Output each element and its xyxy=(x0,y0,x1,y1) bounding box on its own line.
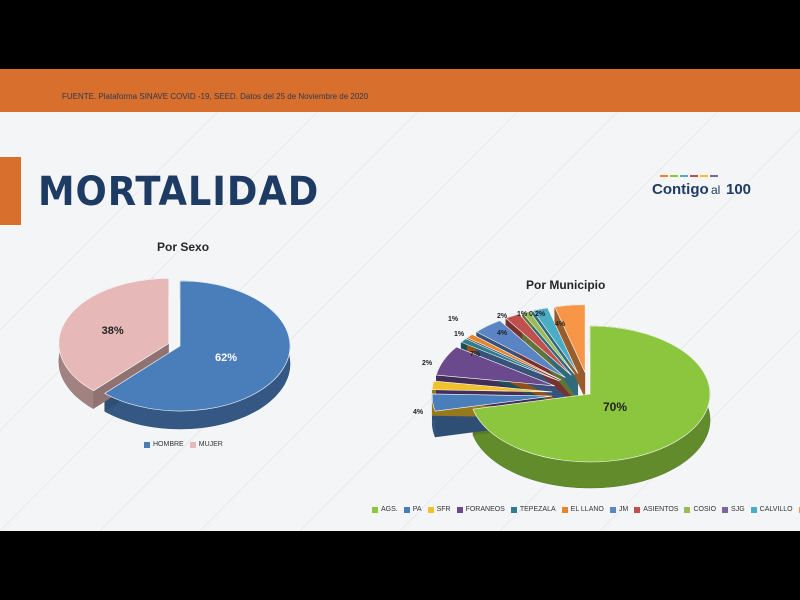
legend-item-cosio: COSIO xyxy=(684,506,716,513)
legend-item-asientos: ASIENTOS xyxy=(634,506,678,513)
title-accent xyxy=(0,157,21,225)
legend-item-hombre: HOMBRE xyxy=(144,441,184,448)
legend-label: CALVILLO xyxy=(759,506,793,513)
pie-0-slice-hombre xyxy=(104,280,291,412)
legend-swatch xyxy=(189,441,196,448)
pie-1-label-sfr: 2% xyxy=(422,360,433,367)
pie-1-label-sjg: 0 xyxy=(529,311,533,318)
chart-title-sexo: Por Sexo xyxy=(157,240,210,254)
pie-1-slice-el-llano xyxy=(466,333,562,381)
legend-item-pa: PA xyxy=(403,506,422,513)
legend-label: HOMBRE xyxy=(153,441,184,448)
pie-1-label-rr: 4% xyxy=(555,321,566,328)
legend-swatch xyxy=(609,506,616,513)
pie-0-label-mujer: 38% xyxy=(102,325,124,337)
legend-item-calvillo: CALVILLO xyxy=(750,506,793,513)
pie-1-label-cosio: 1% xyxy=(517,311,528,318)
legend-swatch xyxy=(798,506,800,513)
legend-item-rr: RR xyxy=(798,506,800,513)
pie-1-slice-rr xyxy=(554,304,586,373)
legend-swatch xyxy=(510,506,517,513)
pie-0 xyxy=(58,278,291,430)
legend-swatch xyxy=(427,506,434,513)
pie-1-slice-pa xyxy=(431,393,553,412)
pie-1-slice-calvillo xyxy=(532,307,579,374)
logo-text-small: al xyxy=(711,183,720,197)
legend-label: EL LLANO xyxy=(570,506,604,513)
source-bar: FUENTE. Plataforma SINAVE COVID -19, SEE… xyxy=(0,69,800,112)
contigo-al-100-logo: Contigo al 100 xyxy=(652,175,756,201)
legend-sexo: HOMBRE MUJER xyxy=(144,441,229,448)
legend-label: SJG xyxy=(731,506,745,513)
legend-swatch xyxy=(456,506,463,513)
legend-item-jm: JM xyxy=(609,506,629,513)
source-text: FUENTE. Plataforma SINAVE COVID -19, SEE… xyxy=(62,92,369,101)
legend-item-ags-: AGS. xyxy=(372,506,398,513)
legend-label: AGS. xyxy=(381,506,398,513)
pie-1-slice-ags- xyxy=(472,325,711,463)
legend-item-foraneos: FORANEOS xyxy=(456,506,505,513)
pie-1-slice-foraneos xyxy=(435,346,555,387)
charts-canvas: 62%38%70%4%2%7%1%1%4%2% 1% 0 2%4% xyxy=(58,278,711,489)
legend-label: FORANEOS xyxy=(465,506,505,513)
logo-text-main: Contigo xyxy=(652,181,709,198)
legend-swatch xyxy=(634,506,641,513)
pie-1-label-ags-: 70% xyxy=(603,400,627,414)
legend-item-sfr: SFR xyxy=(427,506,451,513)
legend-swatch xyxy=(722,506,729,513)
pie-1-label-foraneos: 7% xyxy=(470,351,481,358)
pie-0-slice-mujer xyxy=(58,278,170,392)
pie-1-label-calvillo: 2% xyxy=(535,311,546,318)
chart-title-municipio: Por Municipio xyxy=(526,278,606,292)
legend-item-sjg: SJG xyxy=(722,506,745,513)
legend-label: MUJER xyxy=(198,441,223,448)
legend-label: ASIENTOS xyxy=(643,506,679,513)
logo-text-num: 100 xyxy=(726,181,751,198)
pie-1 xyxy=(431,304,711,489)
pie-1-label-pa: 4% xyxy=(413,409,424,416)
pie-1-slice-tepezala xyxy=(460,338,560,382)
pie-1-label-jm: 4% xyxy=(497,330,508,337)
legend-label: PA xyxy=(412,506,422,513)
pie-1-label-asientos: 2% xyxy=(497,313,508,320)
legend-swatch xyxy=(403,506,410,513)
pie-1-label-tepezala: 1% xyxy=(454,331,465,338)
legend-label: SFR xyxy=(436,506,451,513)
legend-label: TEPEZALA xyxy=(519,506,556,513)
legend-item-el-llano: EL LLANO xyxy=(561,506,604,513)
legend-label: COSIO xyxy=(693,506,717,513)
pie-1-slice-jm xyxy=(475,320,566,378)
legend-label: JM xyxy=(618,506,629,513)
legend-item-mujer: MUJER xyxy=(189,441,223,448)
legend-swatch xyxy=(372,506,378,513)
pie-1-slice-cosio xyxy=(522,310,575,375)
pie-0-label-hombre: 62% xyxy=(215,352,237,364)
page-title: MORTALIDAD xyxy=(38,169,320,215)
legend-item-tepezala: TEPEZALA xyxy=(510,506,556,513)
pie-1-label-el-llano: 1% xyxy=(448,316,459,323)
slide: FUENTE. Plataforma SINAVE COVID -19, SEE… xyxy=(0,69,800,531)
pie-1-slice-sfr xyxy=(431,380,553,393)
pie-1-wall xyxy=(554,306,586,399)
legend-municipio: AGS. PA SFR FORANEOS TEPEZALA EL LLANO JM ASIEN… xyxy=(372,506,800,513)
legend-swatch xyxy=(561,506,568,513)
legend-swatch xyxy=(144,441,150,448)
pie-1-slice-asientos xyxy=(505,313,572,376)
legend-swatch xyxy=(750,506,757,513)
legend-swatch xyxy=(684,506,691,513)
